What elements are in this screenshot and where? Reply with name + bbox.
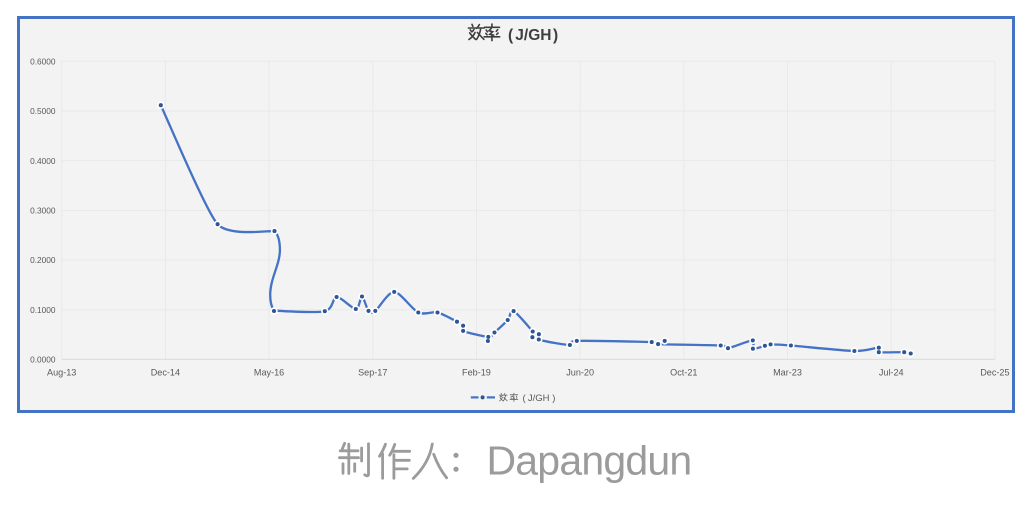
svg-text:Dapangdun: Dapangdun bbox=[487, 438, 692, 484]
svg-text:Oct-21: Oct-21 bbox=[670, 368, 697, 378]
svg-text:J/GH: J/GH bbox=[515, 27, 551, 44]
svg-text:May-16: May-16 bbox=[254, 368, 284, 378]
svg-text:Sep-17: Sep-17 bbox=[358, 368, 387, 378]
svg-text:J/GH: J/GH bbox=[528, 393, 550, 404]
svg-text:Mar-23: Mar-23 bbox=[773, 368, 802, 378]
svg-text:0.0000: 0.0000 bbox=[30, 355, 56, 365]
svg-text:): ) bbox=[552, 393, 555, 404]
svg-text:Feb-19: Feb-19 bbox=[462, 368, 491, 378]
svg-text:0.3000: 0.3000 bbox=[30, 206, 56, 216]
svg-text:0.6000: 0.6000 bbox=[30, 57, 56, 67]
svg-text:Dec-14: Dec-14 bbox=[151, 368, 180, 378]
svg-text:Jun-20: Jun-20 bbox=[566, 368, 594, 378]
svg-text:): ) bbox=[553, 27, 558, 44]
svg-text:(: ( bbox=[523, 393, 527, 404]
svg-text:Dec-25: Dec-25 bbox=[980, 368, 1009, 378]
svg-text:0.4000: 0.4000 bbox=[30, 156, 56, 166]
svg-text:Jul-24: Jul-24 bbox=[879, 368, 904, 378]
svg-text:0.1000: 0.1000 bbox=[30, 305, 56, 315]
svg-text:0.5000: 0.5000 bbox=[30, 106, 56, 116]
svg-text:0.2000: 0.2000 bbox=[30, 255, 56, 265]
svg-text:Aug-13: Aug-13 bbox=[47, 368, 76, 378]
svg-text:(: ( bbox=[508, 27, 514, 44]
